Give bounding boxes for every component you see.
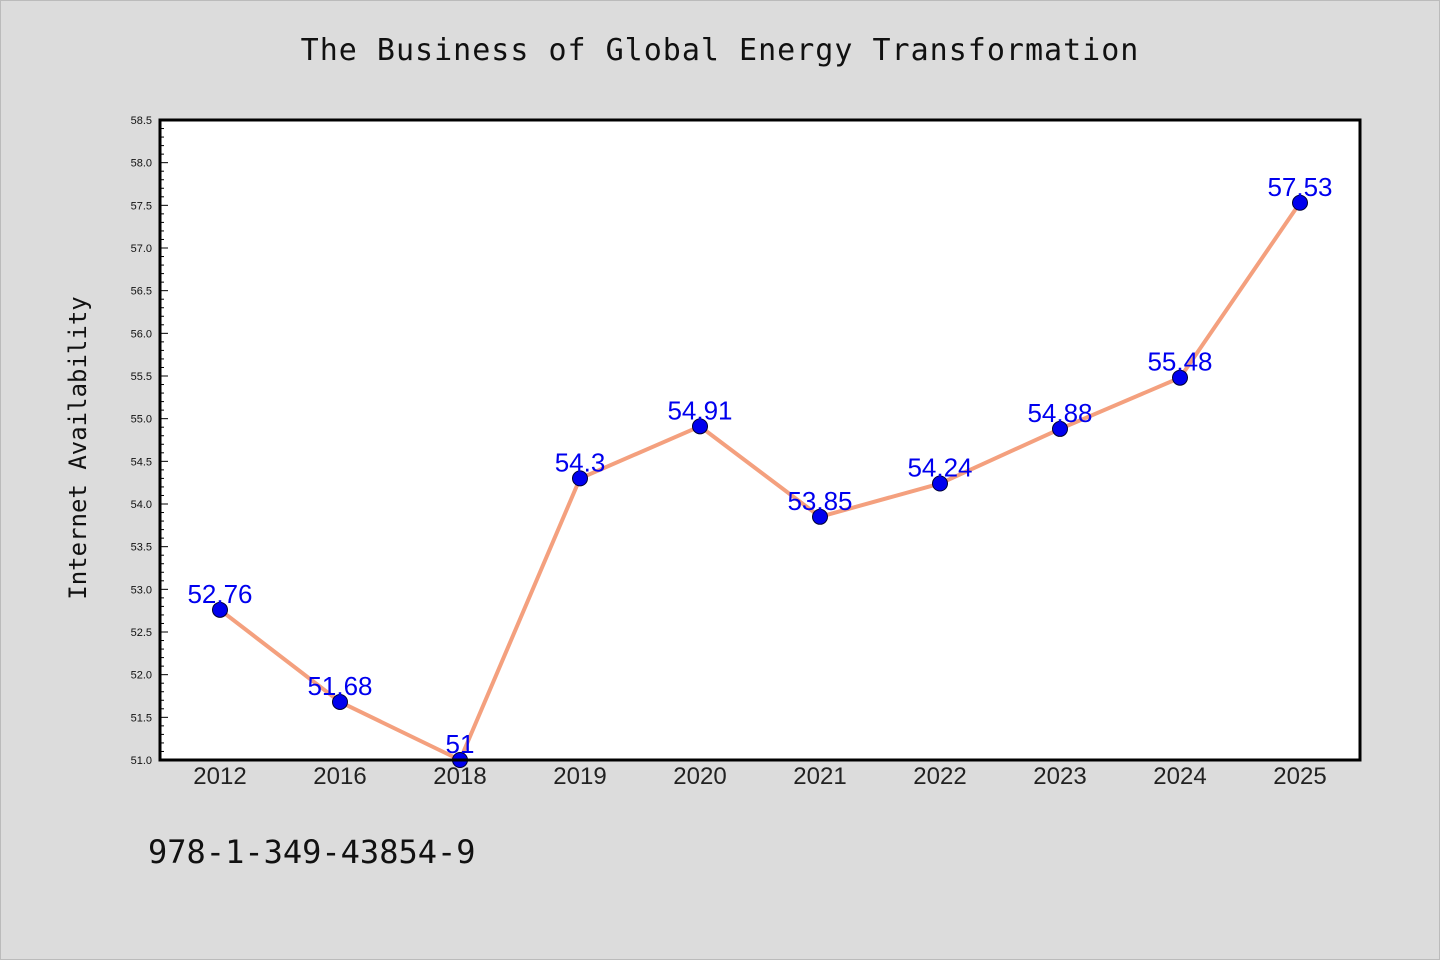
y-tick-label: 56.0 (131, 328, 152, 340)
chart-title: The Business of Global Energy Transforma… (300, 33, 1140, 68)
data-label: 54.91 (667, 395, 732, 425)
y-tick-label: 57.0 (131, 243, 152, 255)
x-tick-label: 2025 (1273, 763, 1326, 790)
series: 52.76 51.68 51 54.3 54.91 53.85 54.24 54.88 55.4… (158, 118, 1362, 768)
data-label: 54.24 (907, 453, 972, 483)
data-label: 55.48 (1147, 347, 1212, 377)
data-point (572, 470, 588, 487)
plot-area (160, 120, 1360, 760)
y-tick-label: 55.0 (131, 414, 152, 426)
y-tick-label: 53.5 (131, 542, 152, 554)
y-tick-label: 54.0 (131, 499, 152, 511)
data-label: 51.68 (307, 671, 372, 701)
y-tick-label: 56.5 (131, 286, 152, 298)
y-tick-label: 58.5 (131, 115, 152, 127)
y-tick-label: 55.5 (131, 371, 152, 383)
y-tick-label: 52.0 (131, 670, 152, 682)
y-tick-label: 51.5 (131, 712, 152, 724)
data-point (212, 601, 228, 618)
x-tick-label: 2021 (793, 763, 846, 790)
isbn-footer: 978-1-349-43854-9 (148, 833, 476, 871)
x-tick-label: 2023 (1033, 763, 1086, 790)
data-point (332, 693, 348, 710)
data-label: 51 (446, 729, 475, 759)
data-point (812, 508, 828, 525)
x-tick-label: 2022 (913, 763, 966, 790)
x-tick-label: 2024 (1153, 763, 1206, 790)
series-line (218, 200, 1302, 762)
data-point (692, 418, 708, 435)
data-point (932, 475, 948, 492)
x-tick-label: 2019 (553, 763, 606, 790)
y-tick-label: 52.5 (131, 627, 152, 639)
data-label: 52.76 (187, 579, 252, 609)
y-tick-label: 51.0 (131, 755, 152, 767)
data-label: 54.3 (555, 447, 606, 477)
x-tick-label: 2016 (313, 763, 366, 790)
data-point (1292, 194, 1308, 211)
data-point (1052, 420, 1068, 437)
data-label: 54.88 (1027, 398, 1092, 428)
y-axis-label: Internet Availability (64, 296, 92, 599)
y-tick-label: 54.5 (131, 456, 152, 468)
data-label: 57.53 (1267, 172, 1332, 202)
y-axis: 51.0 51.5 52.0 52.5 53.0 53.5 54.0 54.5 55.0 55.5… (131, 115, 168, 767)
y-tick-label: 58.0 (131, 158, 152, 170)
x-axis: 2012 2016 2018 2019 2020 2021 2022 2023 2024 2025 (193, 763, 1326, 790)
y-tick-label: 53.0 (131, 584, 152, 596)
y-tick-label: 57.5 (131, 200, 152, 212)
plot-border (158, 118, 1362, 762)
data-point (1172, 369, 1188, 386)
data-label: 53.85 (787, 486, 852, 516)
x-tick-label: 2020 (673, 763, 726, 790)
x-tick-label: 2012 (193, 763, 246, 790)
